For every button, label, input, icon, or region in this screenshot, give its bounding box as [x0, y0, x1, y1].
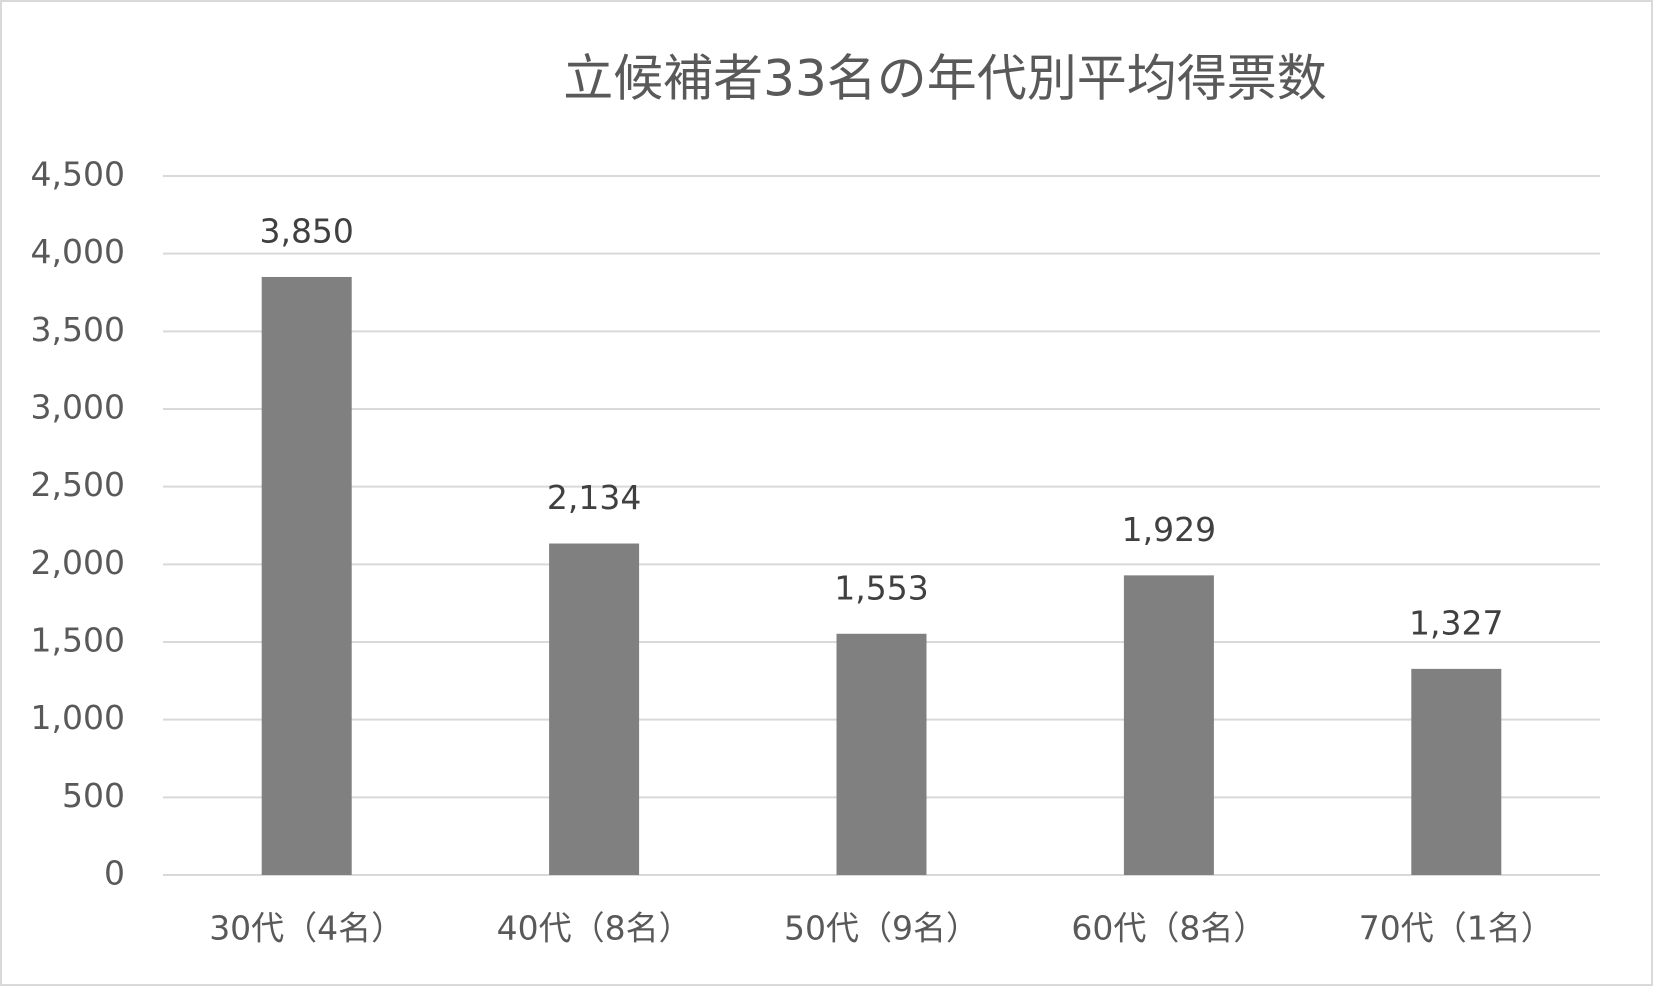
bar	[549, 543, 640, 875]
y-tick-label: 1,500	[31, 621, 125, 660]
x-tick-label: 30代（4名）	[209, 909, 404, 948]
y-tick-label: 3,000	[31, 388, 125, 427]
value-label: 2,134	[547, 478, 641, 517]
value-label: 1,327	[1409, 603, 1503, 642]
bar	[1123, 575, 1214, 875]
y-tick-label: 0	[104, 854, 125, 893]
y-tick-label: 1,000	[31, 698, 125, 737]
value-label: 1,553	[834, 568, 928, 607]
y-tick-label: 4,500	[31, 155, 125, 194]
bar	[836, 633, 927, 875]
y-tick-label: 2,500	[31, 465, 125, 504]
bar	[1411, 668, 1502, 875]
chart-title: 立候補者33名の年代別平均得票数	[563, 50, 1327, 108]
y-tick-label: 500	[62, 776, 125, 815]
x-tick-label: 50代（9名）	[784, 909, 979, 948]
bar	[261, 276, 352, 875]
x-tick-label: 60代（8名）	[1071, 909, 1266, 948]
y-tick-label: 4,000	[31, 232, 125, 271]
x-tick-label: 70代（1名）	[1359, 909, 1554, 948]
y-tick-label: 3,500	[31, 310, 125, 349]
value-label: 3,850	[259, 211, 353, 250]
y-tick-label: 2,000	[31, 543, 125, 582]
x-tick-label: 40代（8名）	[497, 909, 692, 948]
value-label: 1,929	[1122, 510, 1216, 549]
